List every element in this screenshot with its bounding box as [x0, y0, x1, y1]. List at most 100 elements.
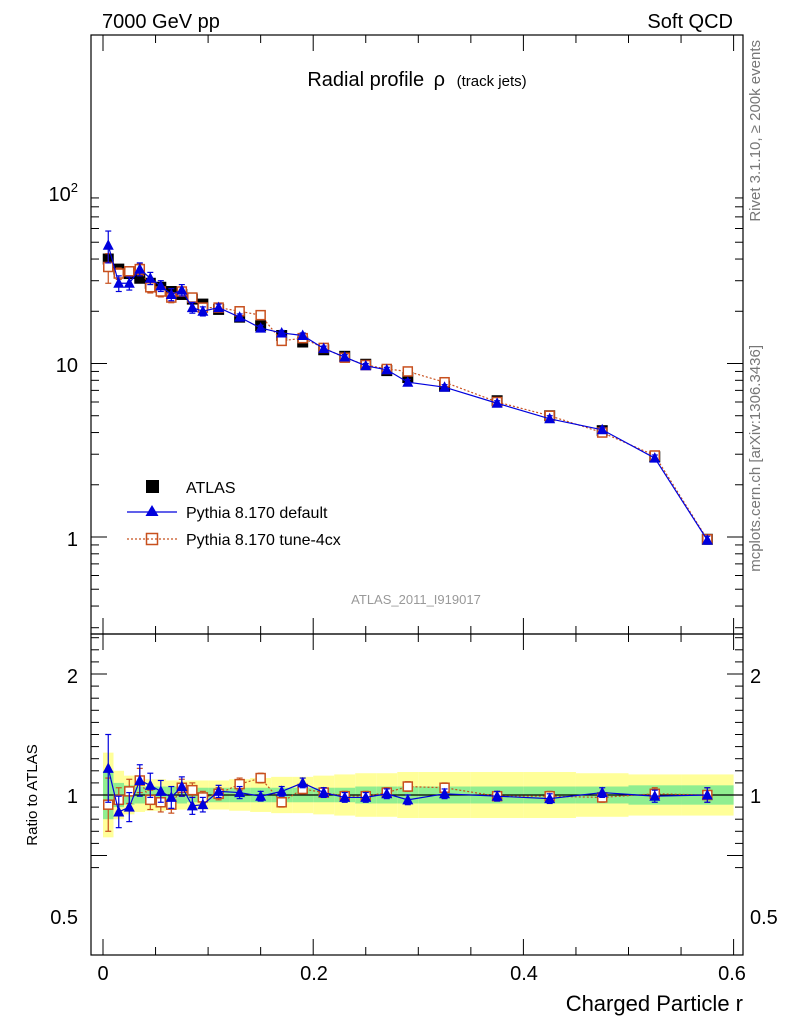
default-point: [402, 376, 414, 387]
ytick-label-100: 102: [49, 180, 78, 206]
ratio-default-point: [102, 762, 114, 773]
ratio-default-point: [381, 787, 393, 799]
default-point: [155, 279, 167, 291]
default-point: [381, 363, 393, 375]
ratio-default-point: [144, 779, 156, 790]
main-title-symbol: ρ: [434, 69, 445, 91]
ratio-default-point: [318, 786, 330, 798]
default-point: [255, 322, 267, 333]
default-point: [176, 284, 188, 295]
default-point: [360, 359, 372, 371]
default-point: [234, 311, 246, 322]
tune4cx-point: [276, 335, 287, 347]
ratio-default-point: [155, 785, 167, 796]
ratio-ytick-label-05: 0.5: [50, 907, 78, 929]
header-right: Soft QCD: [647, 11, 733, 33]
ratio-default-point: [276, 785, 288, 796]
default-point: [144, 272, 156, 283]
xtick-label-0: 0: [97, 963, 108, 985]
xtick-label-06: 0.6: [718, 963, 746, 985]
default-point: [113, 277, 125, 288]
ratio-default-point: [165, 791, 177, 802]
default-point: [596, 423, 608, 435]
ytick-100-exponent: 2: [71, 180, 78, 195]
ratio-default-point: [439, 787, 451, 799]
ratio-default-point: [186, 799, 198, 811]
x-axis-label: Charged Particle r: [566, 991, 743, 1016]
mcplots-label: mcplots.cern.ch [arXiv:1306.3436]: [747, 345, 764, 572]
main-title-sub: (track jets): [457, 73, 527, 90]
main-panel: Radial profile ρ (track jets) 102 10 1 A…: [49, 34, 744, 635]
legend-label-tune: Pythia 8.170 tune-4cx: [186, 532, 341, 549]
default-point: [186, 301, 198, 313]
ratio-default-point: [255, 790, 267, 801]
legend: ATLAS Pythia 8.170 default Pythia 8.170 …: [127, 480, 341, 549]
rivet-label: Rivet 3.1.10, ≥ 200k events: [747, 40, 764, 222]
ratio-default-point: [113, 805, 125, 817]
legend-label-atlas: ATLAS: [186, 480, 236, 497]
tune4cx-point: [103, 261, 114, 273]
ratio-panel: 2 1 0.5 2 1 0.5 0 0.2 0.4 0.6 Charged Pa…: [24, 633, 778, 1016]
default-point: [339, 351, 351, 362]
default-point: [544, 412, 556, 424]
ratio-default-point: [123, 801, 135, 812]
default-point: [102, 239, 114, 250]
ratio-ytick-label-05-right: 0.5: [750, 907, 778, 929]
default-point: [276, 326, 288, 338]
default-point: [701, 534, 713, 545]
ratio-default-point: [213, 785, 225, 796]
default-point: [318, 342, 330, 354]
ratio-ticks: [91, 634, 743, 955]
main-title-text: Radial profile: [307, 69, 424, 91]
ratio-default-point: [402, 793, 414, 805]
ratio-default-point: [297, 776, 309, 788]
ratio-default-point: [649, 790, 661, 801]
ratio-ytick-label-1-right: 1: [750, 786, 761, 808]
ratio-ytick-label-2: 2: [67, 666, 78, 688]
tune4cx-point: [124, 266, 135, 277]
xtick-label-02: 0.2: [300, 963, 328, 985]
ratio-default-point: [701, 789, 713, 800]
ratio-default-point: [360, 791, 372, 802]
ratio-y-axis-label: Ratio to ATLAS: [24, 744, 41, 845]
ratio-tune4cx-point: [276, 797, 287, 808]
ytick-100-base: 10: [49, 184, 71, 206]
ytick-label-1: 1: [67, 529, 78, 551]
ytick-label-10: 10: [56, 355, 78, 377]
default-point: [213, 301, 225, 313]
default-point: [297, 329, 309, 341]
ratio-default-point: [197, 798, 209, 810]
ratio-ytick-label-1: 1: [67, 786, 78, 808]
default-point: [649, 452, 661, 463]
ratio-tune4cx-point: [187, 784, 198, 796]
legend-label-default: Pythia 8.170 default: [186, 505, 328, 522]
ratio-default-point: [339, 791, 351, 802]
default-point: [165, 288, 177, 299]
default-point: [134, 263, 146, 274]
main-marks: [102, 230, 713, 545]
default-point: [491, 397, 503, 408]
ratio-ytick-label-2-right: 2: [750, 666, 761, 688]
ratio-marks: [102, 733, 713, 832]
ratio-default-point: [596, 786, 608, 798]
legend-marker-default: [145, 505, 159, 516]
ratio-default-point: [176, 780, 188, 792]
tune4cx-point: [402, 366, 414, 377]
analysis-id: ATLAS_2011_I919017: [351, 592, 481, 607]
ratio-default-point: [134, 774, 146, 785]
main-ticks: [91, 35, 743, 634]
xtick-label-04: 0.4: [510, 963, 538, 985]
ratio-tune4cx-point: [255, 772, 266, 784]
ratio-default-point: [491, 790, 503, 801]
ratio-default-point: [234, 786, 246, 798]
tune4cx-point: [187, 292, 198, 303]
default-point: [197, 305, 209, 316]
default-point: [439, 381, 451, 392]
header-left: 7000 GeV pp: [102, 11, 220, 33]
legend-marker-atlas: [146, 480, 159, 493]
tune4cx-point: [255, 309, 266, 321]
main-title: Radial profile ρ (track jets): [307, 69, 526, 91]
ratio-tune4cx-point: [402, 781, 414, 792]
atlas-point: [134, 272, 146, 284]
